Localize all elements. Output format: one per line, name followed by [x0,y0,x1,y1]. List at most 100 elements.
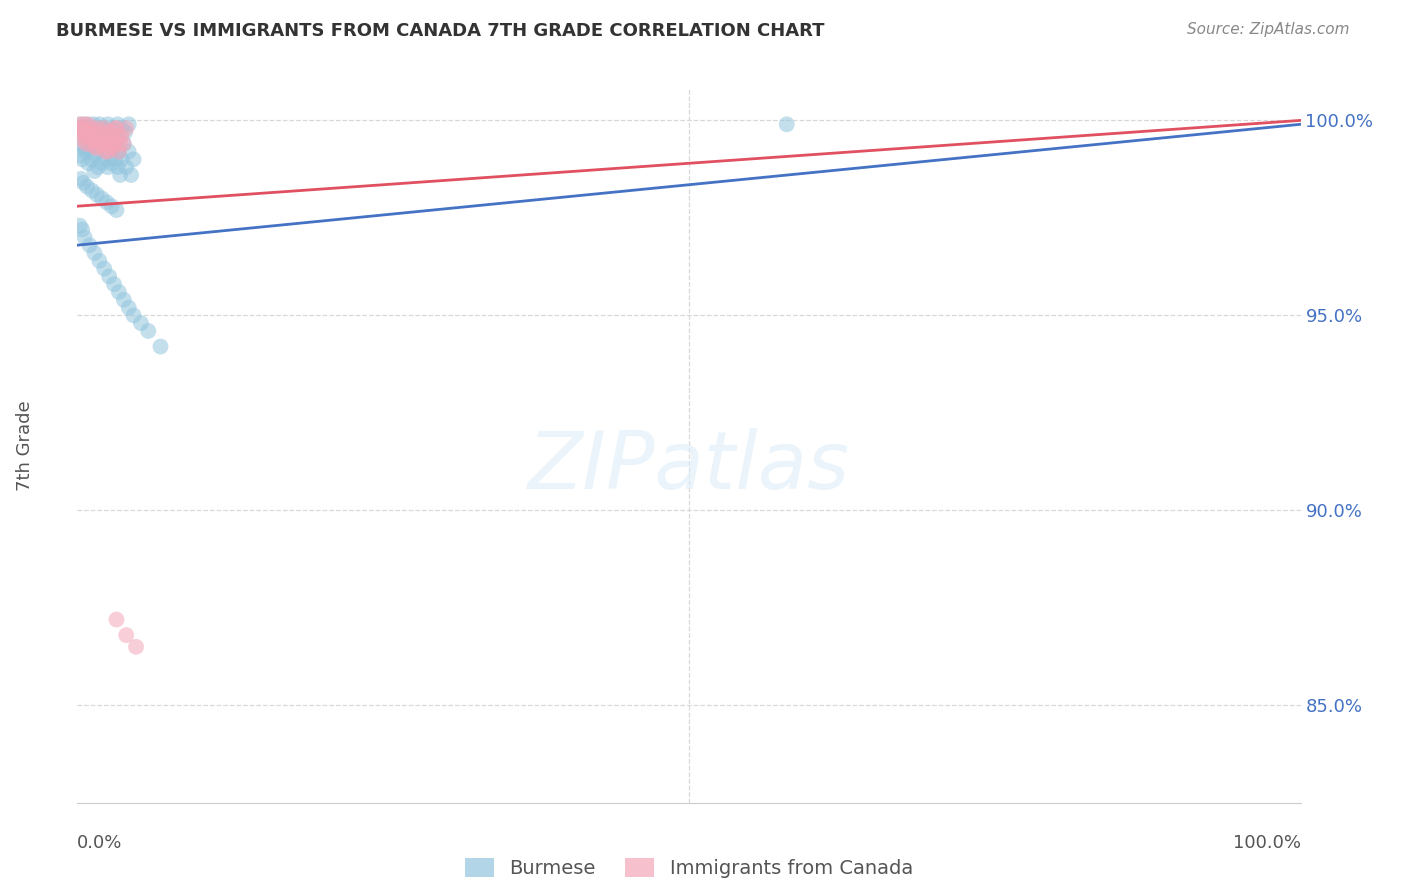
Point [82,136,104,151]
Point [80,121,103,136]
Point [104,121,127,136]
Text: Source: ZipAtlas.com: Source: ZipAtlas.com [1187,22,1350,37]
Point [87,160,110,174]
Point [73,117,96,131]
Point [89,145,111,159]
Point [82,117,104,131]
Point [93,125,115,139]
Point [107,160,129,174]
Point [115,628,138,642]
Point [82,128,104,143]
Point [98,269,121,284]
Point [97,125,120,139]
Point [72,121,94,136]
Point [98,141,121,155]
Point [77,125,100,139]
Point [69,121,91,136]
Point [93,261,115,276]
Point [80,153,103,167]
Point [118,145,141,159]
Legend: Burmese, Immigrants from Canada: Burmese, Immigrants from Canada [457,850,921,886]
Point [122,153,145,167]
Point [77,156,100,170]
Point [103,277,125,292]
Point [105,203,128,218]
Point [118,301,141,315]
Point [108,168,131,182]
Text: BURMESE VS IMMIGRANTS FROM CANADA 7TH GRADE CORRELATION CHART: BURMESE VS IMMIGRANTS FROM CANADA 7TH GR… [56,22,825,40]
Point [79,141,101,155]
Point [73,128,96,143]
Point [84,125,107,139]
Point [69,117,91,131]
Point [75,117,97,131]
Point [100,199,122,213]
Text: ZIPatlas: ZIPatlas [527,428,851,507]
Point [101,141,124,155]
Point [82,133,104,147]
Point [97,160,120,174]
Point [112,293,135,307]
Point [100,121,122,136]
Point [96,133,118,147]
Point [73,230,96,244]
Point [776,117,799,131]
Point [149,340,172,354]
Text: 100.0%: 100.0% [1233,834,1301,852]
Point [90,128,112,143]
Point [70,153,93,167]
Point [69,125,91,139]
Point [108,285,131,299]
Point [69,148,91,162]
Point [110,128,132,143]
Point [103,125,125,139]
Point [90,128,112,143]
Text: 0.0%: 0.0% [77,834,122,852]
Point [103,125,125,139]
Point [70,117,93,131]
Point [72,141,94,155]
Point [86,133,108,147]
Point [76,128,98,143]
Point [90,136,112,151]
Point [80,125,103,139]
Point [80,125,103,139]
Point [70,121,93,136]
Point [90,121,112,136]
Point [70,133,93,147]
Point [89,125,111,139]
Point [98,133,121,147]
Point [110,121,132,136]
Point [79,238,101,252]
Point [76,179,98,194]
Point [120,168,142,182]
Point [100,125,122,139]
Point [75,136,97,151]
Point [76,125,98,139]
Point [118,117,141,131]
Point [108,136,131,151]
Point [84,148,107,162]
Point [84,141,107,155]
Point [91,141,114,155]
Point [93,121,115,136]
Point [105,613,128,627]
Point [80,184,103,198]
Point [77,117,100,131]
Point [94,153,117,167]
Point [91,136,114,151]
Point [108,145,131,159]
Point [89,253,111,268]
Point [96,136,118,151]
Point [107,128,129,143]
Point [114,125,136,139]
Point [90,191,112,205]
Point [115,160,138,174]
Text: 7th Grade: 7th Grade [17,401,34,491]
Point [100,156,122,170]
Point [108,145,131,159]
Point [83,246,105,260]
Point [98,145,121,159]
Point [93,125,115,139]
Point [90,156,112,170]
